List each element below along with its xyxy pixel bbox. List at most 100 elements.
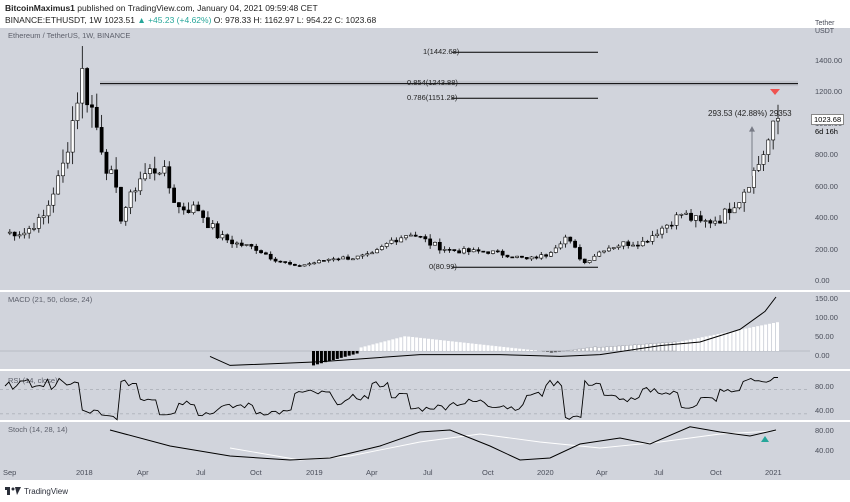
candle-up [360, 254, 365, 257]
macd-histogram-bar [748, 327, 752, 351]
price-tick: 200.00 [815, 245, 838, 254]
candle-up [210, 223, 215, 229]
symbol-line: BINANCE:ETHUSDT, 1W 1023.51 ▲ +45.23 (+4… [5, 15, 376, 25]
macd-histogram-bar [545, 351, 549, 352]
candle-down [534, 256, 539, 259]
candle-down [457, 250, 462, 254]
macd-histogram-bar [633, 344, 637, 352]
price-panel[interactable] [0, 28, 810, 290]
rsi-panel[interactable] [0, 371, 810, 420]
fib-label-0786: 0.786(1151.28) [407, 93, 458, 102]
macd-histogram-bar [339, 351, 343, 358]
candle-down [99, 127, 104, 153]
candle-up [123, 207, 128, 222]
candle-down [181, 206, 186, 211]
macd-histogram-bar [597, 347, 601, 352]
macd-histogram-bar [387, 340, 391, 351]
price-tick: 1400.00 [815, 56, 843, 65]
candle-up [703, 220, 708, 222]
symbol-label[interactable]: BINANCE:ETHUSDT, 1W [5, 15, 102, 25]
candle-down [12, 231, 17, 237]
macd-histogram-bar [518, 348, 522, 351]
macd-histogram-bar [419, 337, 423, 351]
candle-up [607, 247, 611, 252]
macd-histogram-bar [700, 337, 704, 351]
candle-up [191, 204, 196, 214]
macd-histogram-bar [347, 351, 351, 356]
stoch-axis[interactable] [810, 422, 850, 464]
candle-up [660, 227, 664, 235]
macd-histogram-bar [335, 351, 339, 359]
price-axis[interactable] [810, 28, 850, 290]
candle-up [563, 236, 568, 245]
macd-tick: 100.00 [815, 313, 838, 322]
time-axis[interactable] [0, 464, 850, 480]
macd-histogram-bar [752, 326, 756, 351]
tradingview-logo-icon [5, 487, 21, 495]
candle-down [273, 258, 278, 262]
fib-label-0: 0(80.99) [429, 262, 457, 271]
candle-up [529, 256, 534, 260]
author-name[interactable]: BitcoinMaximus1 [5, 3, 75, 13]
macd-histogram-bar [395, 338, 399, 351]
candle-down [428, 238, 433, 246]
candle-up [65, 151, 70, 164]
price-tick: 1200.00 [815, 87, 843, 96]
stoch-panel[interactable] [0, 422, 810, 464]
macd-histogram-bar [327, 351, 331, 362]
time-tick: Oct [710, 468, 722, 477]
buy-signal-arrow [761, 436, 769, 442]
macd-histogram-bar [438, 340, 442, 351]
macd-histogram-bar [343, 351, 347, 357]
macd-histogram-bar [423, 338, 427, 351]
candle-up [384, 243, 389, 247]
macd-histogram-bar [407, 336, 411, 351]
candle-up [148, 168, 152, 175]
last-price-tag: 1023.68 [811, 114, 845, 125]
macd-histogram-bar [744, 328, 748, 351]
rsi-axis[interactable] [810, 371, 850, 420]
candle-down [336, 258, 341, 261]
candle-down [152, 168, 157, 174]
macd-histogram-bar [680, 341, 684, 351]
macd-histogram-bar [411, 337, 415, 351]
macd-histogram-bar [331, 351, 335, 360]
candle-down [215, 223, 220, 239]
time-tick: Oct [250, 468, 262, 477]
macd-histogram-bar [557, 350, 562, 352]
candle-down [727, 208, 732, 214]
candle-up [597, 251, 602, 257]
macd-histogram-bar [415, 337, 419, 351]
macd-histogram-bar [692, 338, 696, 351]
macd-histogram-bar [506, 347, 510, 351]
candle-up [693, 215, 698, 221]
candle-down [104, 151, 109, 174]
macd-histogram-bar [502, 346, 506, 351]
macd-axis[interactable] [810, 292, 850, 369]
candle-up [442, 249, 447, 251]
candle-up [56, 175, 61, 195]
candle-down [186, 209, 191, 214]
candle-up [389, 239, 394, 244]
macd-histogram-bar [498, 346, 502, 351]
measure-arrow-head [749, 126, 755, 132]
candle-up [491, 250, 495, 254]
macd-histogram-bar [768, 323, 772, 351]
candle-up [22, 232, 27, 236]
footer-brand[interactable]: TradingView [5, 486, 68, 496]
time-tick: 2020 [537, 468, 554, 477]
candle-up [355, 255, 360, 260]
candle-up [771, 120, 776, 141]
macd-histogram-bar [696, 338, 700, 351]
macd-histogram-bar [601, 346, 605, 352]
candle-up [549, 252, 553, 257]
macd-histogram-bar [629, 344, 633, 352]
candle-down [582, 258, 587, 263]
candle-down [201, 210, 205, 218]
candle-up [408, 234, 413, 237]
candle-down [196, 204, 201, 212]
macd-histogram-bar [609, 346, 613, 352]
time-tick: Jul [654, 468, 664, 477]
candle-down [230, 239, 234, 245]
